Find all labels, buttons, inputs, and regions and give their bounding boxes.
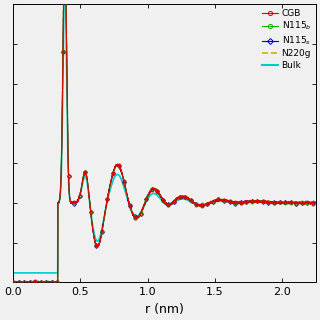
X-axis label: r (nm): r (nm) [145, 303, 184, 316]
Legend: CGB, N115$_b$, N115$_s$, N220g, Bulk: CGB, N115$_b$, N115$_s$, N220g, Bulk [260, 7, 313, 71]
